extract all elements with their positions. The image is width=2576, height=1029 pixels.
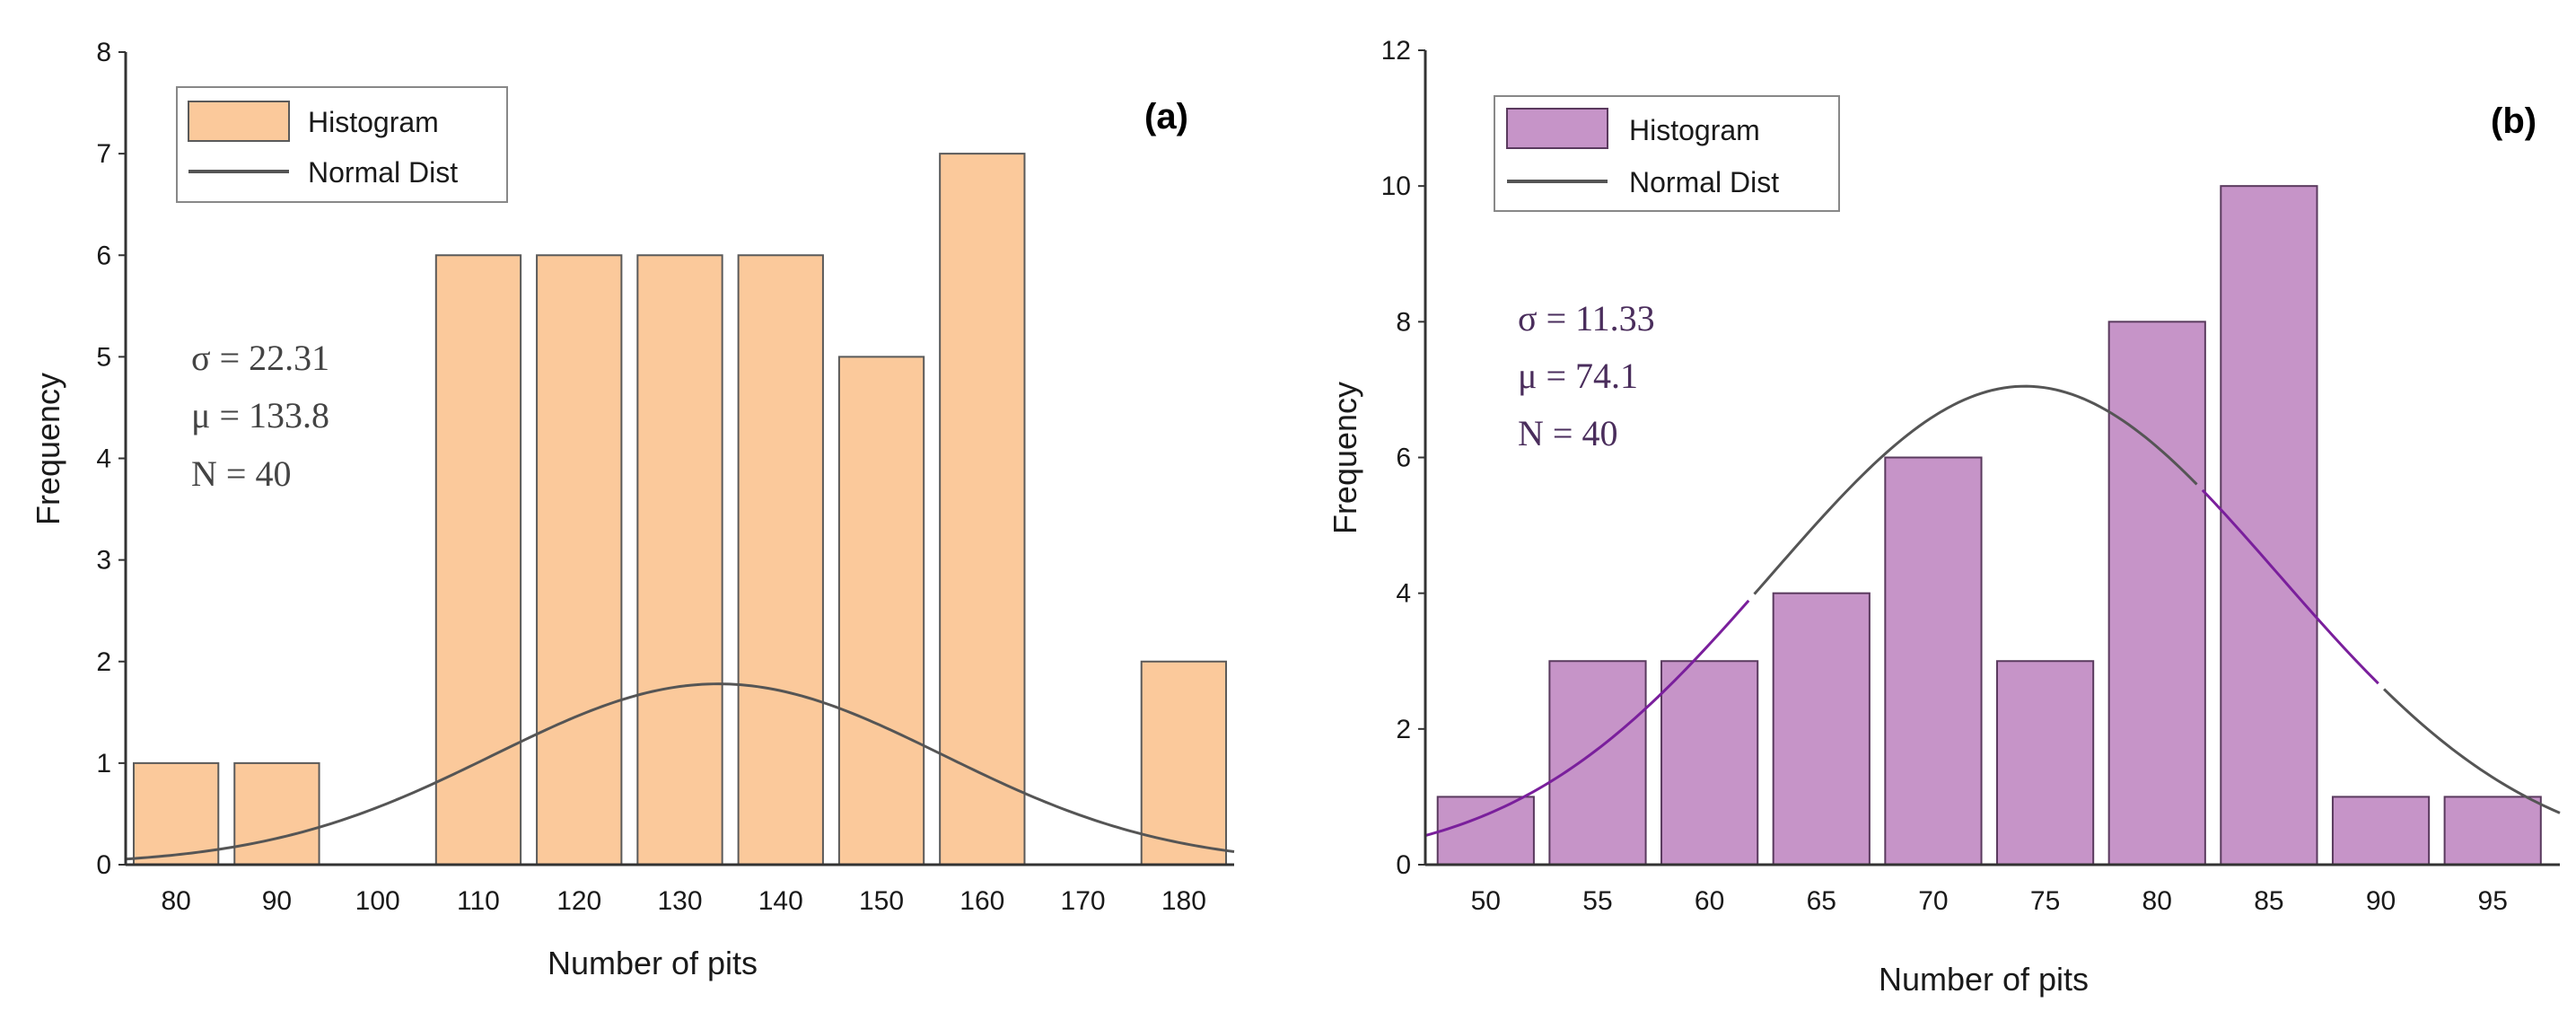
b-x-tick-label: 85 [2254, 886, 2283, 916]
chart-b-y-axis-label: Frequency [1327, 382, 1363, 534]
b-x-tick-label: 60 [1695, 886, 1724, 916]
b-bar [2443, 796, 2542, 866]
b-normal-curve-left [1424, 599, 1750, 837]
b-bar [1772, 592, 1871, 866]
a-x-tick-label: 170 [1061, 886, 1106, 916]
a-normal-curve [125, 682, 1235, 861]
b-x-tick-label: 50 [1471, 886, 1501, 916]
a-bar [737, 254, 824, 866]
a-x-tick-label: 110 [457, 886, 500, 916]
a-bar [434, 254, 522, 866]
b-bar [1660, 660, 1759, 866]
chart-b-legend: Histogram Normal Dist [1494, 95, 1840, 212]
b-bar [2331, 796, 2431, 866]
a-y-tick-label: 0 [96, 850, 111, 880]
a-bar [939, 153, 1026, 866]
a-x-tick-label: 160 [959, 886, 1004, 916]
b-y-tick-label: 2 [1396, 715, 1411, 744]
chart-a-stat-sigma: σ = 22.31 [191, 338, 329, 378]
a-y-tick-label: 8 [96, 38, 111, 67]
a-y-tick-label: 2 [96, 647, 111, 677]
b-normal-curve-middle [1753, 384, 2198, 595]
chart-a-legend-label-normal: Normal Dist [308, 156, 458, 189]
a-x-tick-label: 120 [556, 886, 601, 916]
a-x-tick-label: 180 [1161, 886, 1206, 916]
b-x-tick-label: 70 [1918, 886, 1948, 916]
a-y-tick-label: 7 [96, 139, 111, 169]
b-y-tick-label: 6 [1396, 444, 1411, 473]
a-x-tick-label: 80 [161, 886, 190, 916]
chart-b-curve [1424, 384, 2561, 837]
a-x-tick-label: 140 [758, 886, 803, 916]
b-x-tick-label: 90 [2366, 886, 2396, 916]
b-bar [2107, 321, 2206, 866]
chart-b-stat-sigma: σ = 11.33 [1518, 298, 1655, 339]
b-x-tick-label: 80 [2142, 886, 2172, 916]
b-normal-curve-right [2201, 488, 2379, 685]
a-y-tick-label: 4 [96, 444, 111, 474]
histogram-panel-b: 0 2 4 6 8 10 12 50 55 60 65 70 75 80 85 90 95 Number of … [1288, 0, 2576, 1029]
chart-b-legend-swatch-histogram [1506, 108, 1608, 149]
b-bar [1548, 660, 1647, 866]
chart-a-bars [132, 153, 1228, 866]
a-y-tick-label: 3 [96, 546, 111, 576]
a-y-tick-label: 5 [96, 342, 111, 372]
chart-a-ticks: 0 1 2 3 4 5 6 7 8 80 90 100 110 120 130 140 150 160 170 180 [96, 38, 1206, 916]
b-y-tick-label: 0 [1396, 850, 1411, 880]
b-y-tick-label: 4 [1396, 579, 1411, 609]
chart-a-legend: Histogram Normal Dist [176, 86, 508, 203]
chart-b-x-axis-label: Number of pits [1879, 961, 2089, 998]
a-bar [837, 356, 925, 866]
chart-a-stat-mu: μ = 133.8 [191, 395, 329, 435]
chart-b-ticks: 0 2 4 6 8 10 12 50 55 60 65 70 75 80 85 90 95 [1381, 36, 2508, 916]
chart-b-panel-label: (b) [2491, 101, 2537, 141]
chart-b-stat-n: N = 40 [1518, 413, 1617, 453]
chart-b-legend-label-normal: Normal Dist [1629, 166, 1779, 198]
b-x-tick-label: 65 [1807, 886, 1836, 916]
a-bar [1140, 660, 1228, 866]
b-bar [1995, 660, 2095, 866]
b-bar [1884, 456, 1983, 866]
b-y-tick-label: 12 [1381, 36, 1411, 66]
a-bar [636, 254, 723, 866]
chart-b-bars [1436, 185, 2542, 866]
a-x-tick-label: 150 [859, 886, 904, 916]
b-normal-curve-tail [2383, 688, 2561, 814]
chart-b-legend-label-histogram: Histogram [1629, 114, 1760, 146]
b-x-tick-label: 95 [2478, 886, 2508, 916]
b-x-tick-label: 55 [1582, 886, 1612, 916]
b-y-tick-label: 10 [1381, 172, 1411, 201]
chart-a-panel-label: (a) [1144, 97, 1188, 136]
a-y-tick-label: 6 [96, 241, 111, 270]
a-x-tick-label: 100 [355, 886, 400, 916]
a-bar [233, 761, 320, 866]
a-bar [536, 254, 623, 866]
b-x-tick-label: 75 [2030, 886, 2060, 916]
chart-a-y-axis-label: Frequency [30, 373, 66, 525]
chart-a-stat-n: N = 40 [191, 453, 291, 494]
b-y-tick-label: 8 [1396, 307, 1411, 337]
chart-a-legend-swatch-histogram [188, 101, 290, 142]
a-x-tick-label: 130 [657, 886, 702, 916]
chart-a-curve [125, 682, 1235, 861]
chart-a-x-axis-label: Number of pits [548, 945, 758, 981]
a-y-tick-label: 1 [96, 749, 111, 778]
chart-b: 0 2 4 6 8 10 12 50 55 60 65 70 75 80 85 90 95 Number of … [1327, 36, 2561, 998]
histogram-panel-a: 0 1 2 3 4 5 6 7 8 80 90 100 110 120 130 140 150 160 170 180… [30, 38, 1235, 981]
chart-b-stat-mu: μ = 74.1 [1518, 356, 1638, 396]
a-bar [132, 761, 220, 866]
b-bar [1436, 796, 1535, 866]
a-x-tick-label: 90 [262, 886, 292, 916]
chart-a-legend-label-histogram: Histogram [308, 106, 439, 138]
chart-a: 0 1 2 3 4 5 6 7 8 80 90 100 110 120 130 140 150 160 170 180… [30, 38, 1235, 981]
chart-b-stats: σ = 11.33 μ = 74.1 N = 40 [1518, 298, 1655, 453]
chart-a-stats: σ = 22.31 μ = 133.8 N = 40 [191, 338, 329, 494]
